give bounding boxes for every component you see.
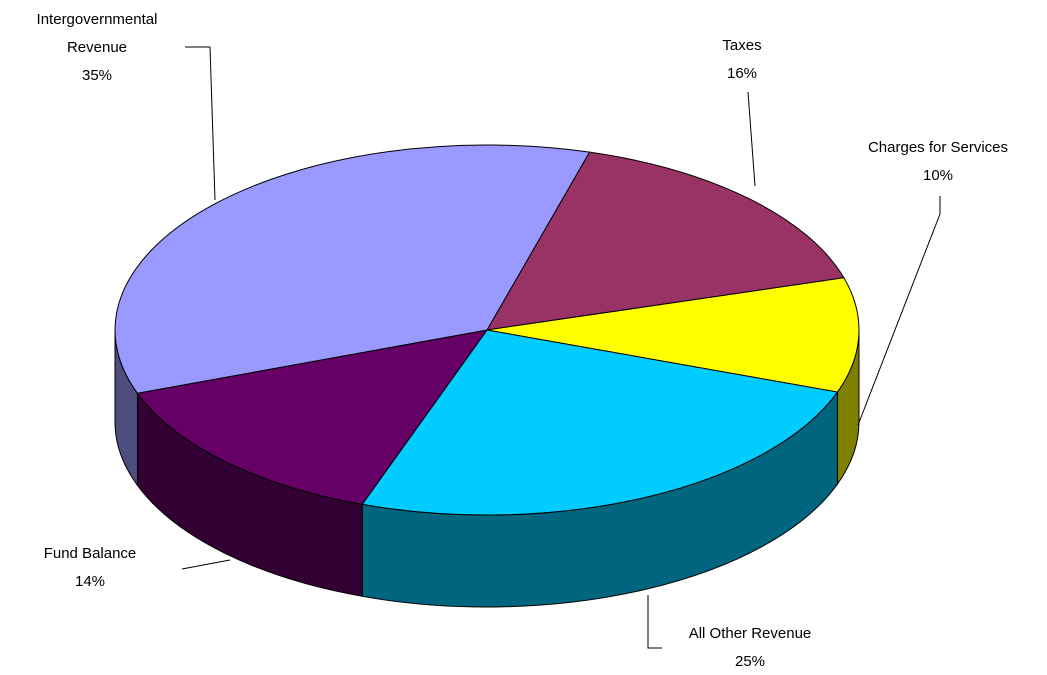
data-label: Charges for Services 10% xyxy=(828,134,1047,190)
pie-slice xyxy=(486,277,860,393)
leader-line xyxy=(181,559,231,570)
data-label: Fund Balance 14% xyxy=(10,540,170,596)
value-label: 10% xyxy=(922,167,954,184)
pie-slice xyxy=(136,329,489,505)
data-label: All Other Revenue 25% xyxy=(640,620,860,675)
pie-slice xyxy=(361,329,839,516)
value-label: 16% xyxy=(726,65,758,82)
value-label: 14% xyxy=(74,573,106,590)
category-label: Intergovernmental Revenue xyxy=(36,11,158,56)
category-label: Fund Balance xyxy=(43,545,137,562)
pie-slice xyxy=(486,151,845,331)
value-label: 35% xyxy=(81,67,113,84)
leader-line xyxy=(747,91,756,187)
category-label: Charges for Services xyxy=(867,139,1009,156)
category-label: All Other Revenue xyxy=(688,625,812,642)
data-label: Intergovernmental Revenue 35% xyxy=(32,6,162,90)
category-label: Taxes xyxy=(722,37,762,54)
data-label: Taxes 16% xyxy=(672,32,812,88)
value-label: 25% xyxy=(734,653,766,670)
leader-line xyxy=(647,595,662,649)
pie-slice xyxy=(114,144,591,394)
leader-line xyxy=(857,196,941,426)
leader-line xyxy=(185,46,216,201)
